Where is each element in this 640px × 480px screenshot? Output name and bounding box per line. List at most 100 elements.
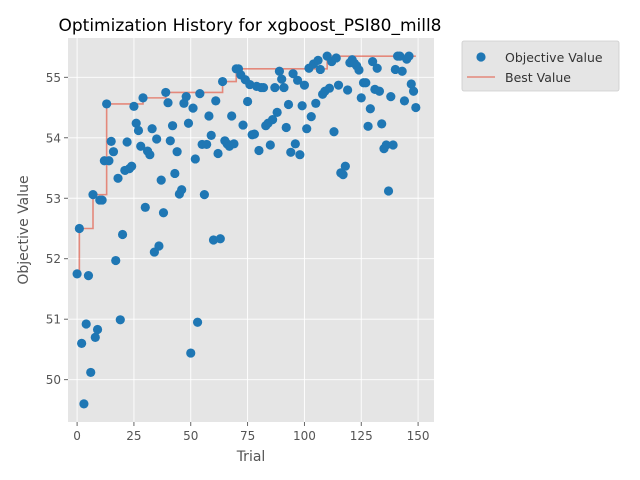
data-point (386, 92, 396, 102)
data-point (152, 134, 162, 144)
data-point (111, 255, 121, 266)
data-point (79, 399, 89, 409)
data-point (297, 101, 307, 111)
data-point (281, 122, 291, 133)
data-point (374, 86, 385, 96)
data-point (161, 87, 171, 98)
y-tick-label: 50 (46, 373, 61, 387)
data-point (313, 55, 323, 65)
data-point (81, 319, 91, 329)
x-tick-label: 125 (350, 429, 373, 443)
data-point (74, 223, 84, 234)
data-point (211, 96, 221, 106)
data-point (195, 89, 205, 99)
data-point (183, 118, 194, 128)
data-point (204, 111, 214, 121)
data-point (115, 315, 125, 325)
x-tick-label: 150 (407, 429, 430, 443)
data-point (383, 186, 394, 196)
data-point (127, 161, 137, 171)
x-tick-label: 0 (73, 429, 81, 443)
legend-label-objective: Objective Value (505, 50, 603, 65)
legend-label-best: Best Value (505, 70, 571, 85)
data-point (122, 137, 132, 147)
y-tick-label: 52 (46, 252, 61, 266)
data-point (338, 170, 348, 180)
data-point (83, 271, 94, 281)
data-point (299, 80, 310, 90)
data-point (242, 96, 253, 107)
gridlines (68, 38, 434, 422)
data-point (258, 82, 269, 93)
data-point (290, 139, 300, 149)
data-point (136, 141, 146, 151)
data-point (229, 139, 239, 149)
data-point (293, 75, 303, 85)
data-point (288, 69, 298, 79)
y-tick-label: 54 (46, 131, 61, 145)
data-point (302, 124, 312, 134)
data-point (202, 139, 212, 150)
data-point (129, 101, 139, 111)
data-point (279, 82, 289, 93)
data-point (181, 92, 191, 102)
data-point (188, 103, 198, 113)
data-point (283, 99, 294, 110)
data-point (72, 269, 82, 279)
data-point (295, 150, 305, 160)
data-point (133, 125, 144, 136)
y-axis-ticks: 50 51 52 53 54 55 (46, 71, 68, 387)
data-point (277, 74, 287, 84)
data-point (329, 127, 339, 137)
data-point (158, 208, 169, 218)
legend-marker-objective (476, 52, 486, 62)
data-point (397, 66, 407, 76)
y-axis-label: Objective Value (16, 175, 32, 284)
objective-points (72, 51, 421, 409)
data-point (274, 66, 285, 76)
data-point (265, 140, 275, 150)
data-point (361, 78, 371, 88)
data-point (356, 93, 366, 103)
data-point (408, 86, 419, 96)
data-point (363, 121, 373, 131)
y-tick-label: 55 (46, 71, 61, 85)
data-point (404, 51, 414, 61)
data-point (199, 190, 209, 200)
data-point (324, 83, 335, 93)
data-point (249, 129, 260, 139)
data-point (131, 118, 141, 128)
data-point (217, 76, 228, 87)
data-point (92, 324, 103, 335)
data-point (154, 241, 164, 251)
data-point (208, 235, 219, 245)
data-point (238, 120, 248, 130)
data-point (147, 124, 157, 134)
data-point (108, 147, 119, 157)
data-point (113, 173, 123, 183)
data-point (213, 148, 223, 159)
y-tick-label: 51 (46, 313, 61, 327)
data-point (388, 140, 398, 150)
data-point (227, 111, 237, 121)
data-point (399, 96, 410, 106)
data-point (340, 161, 350, 171)
data-point (170, 168, 180, 179)
x-axis-label: Trial (236, 449, 266, 465)
data-point (315, 64, 325, 75)
data-point (106, 136, 116, 147)
data-point (254, 145, 264, 156)
x-tick-label: 50 (183, 429, 198, 443)
x-axis-ticks: 0 25 50 75 100 125 150 (73, 422, 430, 443)
data-point (156, 175, 166, 185)
data-point (354, 65, 364, 75)
data-point (272, 107, 282, 117)
data-point (97, 195, 107, 205)
x-tick-label: 75 (240, 429, 255, 443)
data-point (90, 332, 100, 342)
data-point (365, 104, 375, 114)
data-point (163, 98, 173, 108)
data-point (145, 150, 155, 160)
data-point (190, 154, 200, 164)
data-point (267, 115, 278, 125)
